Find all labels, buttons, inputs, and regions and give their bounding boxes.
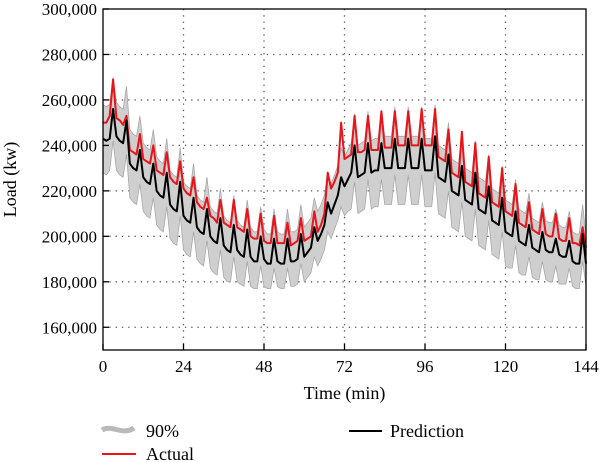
y-tick-label: 180,000: [42, 273, 97, 292]
tick-labels: 0 24 48 72 96 120 144 160,000 180,000 200,000 220,…: [42, 0, 600, 376]
x-tick-label: 120: [493, 357, 519, 376]
x-tick-label: 48: [256, 357, 273, 376]
legend-band-label: 90%: [146, 421, 179, 441]
legend-prediction-label: Prediction: [390, 421, 464, 441]
y-tick-label: 240,000: [42, 136, 97, 155]
y-tick-label: 220,000: [42, 182, 97, 201]
x-tick-label: 72: [336, 357, 353, 376]
legend: 90% Actual Prediction: [100, 421, 464, 462]
actual-series-line: [103, 78, 587, 248]
y-tick-label: 260,000: [42, 91, 97, 110]
x-axis-title: Time (min): [304, 383, 386, 404]
y-tick-label: 160,000: [42, 318, 97, 337]
y-axis-title: Load (kw): [0, 142, 21, 217]
x-tick-label: 144: [573, 357, 599, 376]
x-tick-label: 0: [99, 357, 108, 376]
y-tick-label: 300,000: [42, 0, 97, 19]
y-tick-label: 280,000: [42, 45, 97, 64]
y-tick-label: 200,000: [42, 227, 97, 246]
prediction-series-line: [102, 108, 587, 265]
axis-ticks: [102, 8, 587, 350]
x-tick-label: 96: [417, 357, 434, 376]
legend-actual-label: Actual: [146, 444, 194, 462]
x-tick-label: 24: [175, 357, 193, 376]
legend-band-swatch: [100, 425, 136, 434]
